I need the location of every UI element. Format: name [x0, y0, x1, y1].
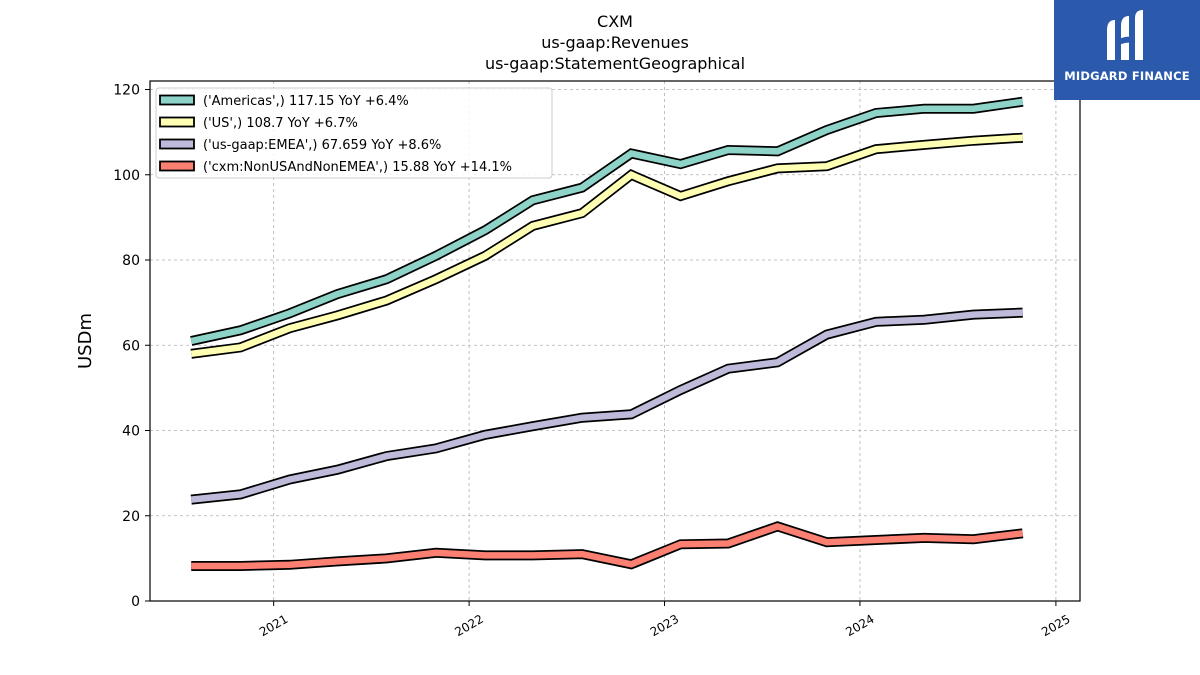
legend-swatch-2	[159, 138, 195, 150]
y-axis-label: USDm	[75, 313, 96, 369]
series-lines	[190, 96, 1024, 571]
series-1-line	[190, 134, 1023, 358]
y-axis-ticks: 0 20 40 60 80 100 120	[113, 83, 150, 610]
chart-title-line-2: us-gaap:StatementGeographical	[485, 54, 745, 73]
legend-entry-0: ('Americas',) 117.15 YoY +6.4%	[203, 94, 409, 109]
legend-swatch-1	[159, 116, 195, 128]
series-0-line	[190, 98, 1024, 345]
x-axis-ticks: 2021 2022 2023 2024 2025	[257, 601, 1073, 639]
x-tick-label-3: 2024	[843, 612, 876, 639]
y-tick-label-6: 120	[113, 83, 140, 99]
x-tick-label-4: 2025	[1039, 612, 1072, 639]
legend-entry-2: ('us-gaap:EMEA',) 67.659 YoY +8.6%	[203, 138, 441, 153]
legend-entry-3: ('cxm:NonUSAndNonEMEA',) 15.88 YoY +14.1…	[203, 160, 512, 175]
x-tick-label-0: 2021	[257, 612, 290, 639]
series-1	[190, 132, 1024, 359]
series-2	[190, 307, 1023, 505]
series-0	[190, 96, 1024, 346]
legend-entry-1: ('US',) 108.7 YoY +6.7%	[203, 116, 358, 131]
chart-title-line-1: us-gaap:Revenues	[541, 33, 689, 52]
chart-title: CXM us-gaap:Revenues us-gaap:StatementGeog…	[485, 12, 745, 73]
chart-title-line-0: CXM	[597, 12, 633, 31]
legend-swatch-3	[159, 160, 195, 172]
logo-text: MIDGARD FINANCE	[1064, 69, 1190, 83]
y-tick-label-0: 0	[131, 594, 140, 610]
grid	[150, 81, 1080, 602]
plot-area-frame	[149, 80, 1081, 602]
x-tick-label-2: 2023	[648, 612, 681, 639]
logo-mark-icon	[1107, 10, 1143, 60]
y-tick-label-4: 80	[122, 253, 140, 269]
legend: ('Americas',) 117.15 YoY +6.4% ('US',) 10…	[155, 87, 553, 179]
series-3-line	[191, 522, 1024, 570]
x-tick-label-1: 2022	[452, 612, 485, 639]
series-2-line	[190, 309, 1023, 503]
series-3	[191, 521, 1024, 571]
y-tick-label-1: 20	[122, 509, 140, 525]
y-tick-label-2: 40	[122, 424, 140, 440]
midgard-finance-logo: MIDGARD FINANCE	[1054, 0, 1200, 100]
legend-box	[155, 87, 553, 179]
y-tick-label-5: 100	[113, 168, 140, 184]
y-tick-label-3: 60	[122, 338, 140, 354]
legend-swatch-0	[159, 94, 195, 106]
